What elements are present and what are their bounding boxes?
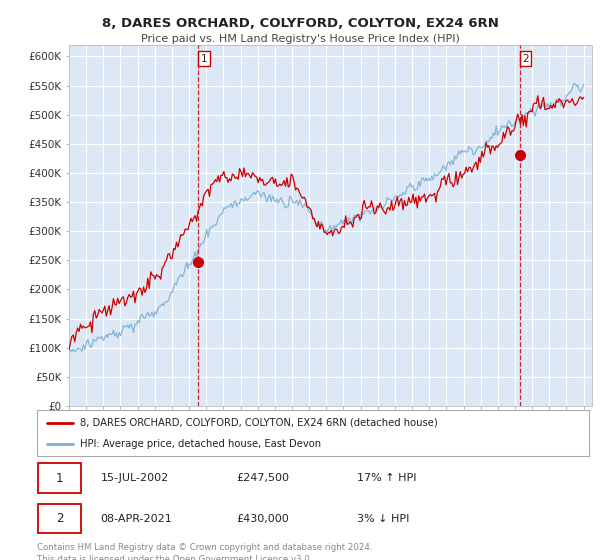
Text: Price paid vs. HM Land Registry's House Price Index (HPI): Price paid vs. HM Land Registry's House … xyxy=(140,34,460,44)
FancyBboxPatch shape xyxy=(38,463,82,493)
Text: 15-JUL-2002: 15-JUL-2002 xyxy=(101,473,169,483)
FancyBboxPatch shape xyxy=(38,503,82,534)
Text: 3% ↓ HPI: 3% ↓ HPI xyxy=(358,514,410,524)
Text: 08-APR-2021: 08-APR-2021 xyxy=(101,514,172,524)
Text: 2: 2 xyxy=(522,54,529,64)
Text: £247,500: £247,500 xyxy=(236,473,289,483)
Text: 1: 1 xyxy=(201,54,208,64)
Text: £430,000: £430,000 xyxy=(236,514,289,524)
Text: HPI: Average price, detached house, East Devon: HPI: Average price, detached house, East… xyxy=(80,439,322,449)
Text: 8, DARES ORCHARD, COLYFORD, COLYTON, EX24 6RN (detached house): 8, DARES ORCHARD, COLYFORD, COLYTON, EX2… xyxy=(80,418,438,428)
Text: 17% ↑ HPI: 17% ↑ HPI xyxy=(358,473,417,483)
Text: 8, DARES ORCHARD, COLYFORD, COLYTON, EX24 6RN: 8, DARES ORCHARD, COLYFORD, COLYTON, EX2… xyxy=(101,17,499,30)
Text: Contains HM Land Registry data © Crown copyright and database right 2024.: Contains HM Land Registry data © Crown c… xyxy=(37,543,373,552)
Text: 2: 2 xyxy=(56,512,64,525)
Text: 1: 1 xyxy=(56,472,64,485)
Text: This data is licensed under the Open Government Licence v3.0.: This data is licensed under the Open Gov… xyxy=(37,555,313,560)
